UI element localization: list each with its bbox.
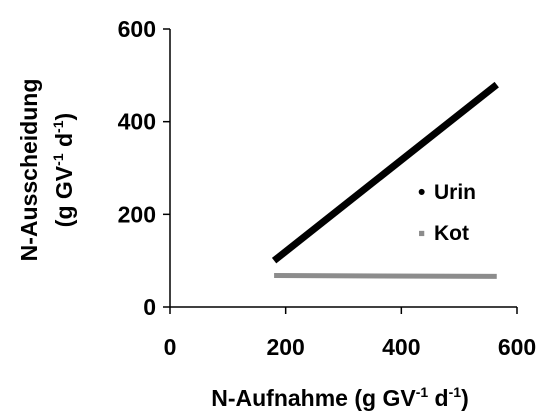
x-tick-label: 600 [498,334,536,360]
y-axis-title-line1: N-Ausscheidung [16,79,42,262]
y-tick-label: 200 [118,201,156,227]
legend-marker-kot: ▪ [418,222,425,245]
x-tick-label: 200 [266,334,304,360]
x-axis-title: N-Aufnahme (g GV-1 d-1) [211,384,468,411]
series-line-kot [274,272,497,279]
x-tick-label: 400 [382,334,420,360]
legend-label-urin: Urin [434,181,476,204]
ticks: 0 200 400 600 0 200 400 600 [118,16,537,360]
y-tick-label: 600 [118,16,156,42]
axes [169,29,517,308]
y-tick-label: 0 [143,294,156,320]
x-tick-label: 0 [164,334,177,360]
series-line-urin [271,81,499,264]
series-layer [271,81,499,279]
y-tick-label: 400 [118,109,156,135]
legend-label-kot: Kot [434,222,469,245]
y-axis-title-line2: (g GV-1 d-1) [50,113,77,227]
legend-marker-urin: • [418,181,425,204]
legend: • Urin ▪ Kot [418,181,476,245]
